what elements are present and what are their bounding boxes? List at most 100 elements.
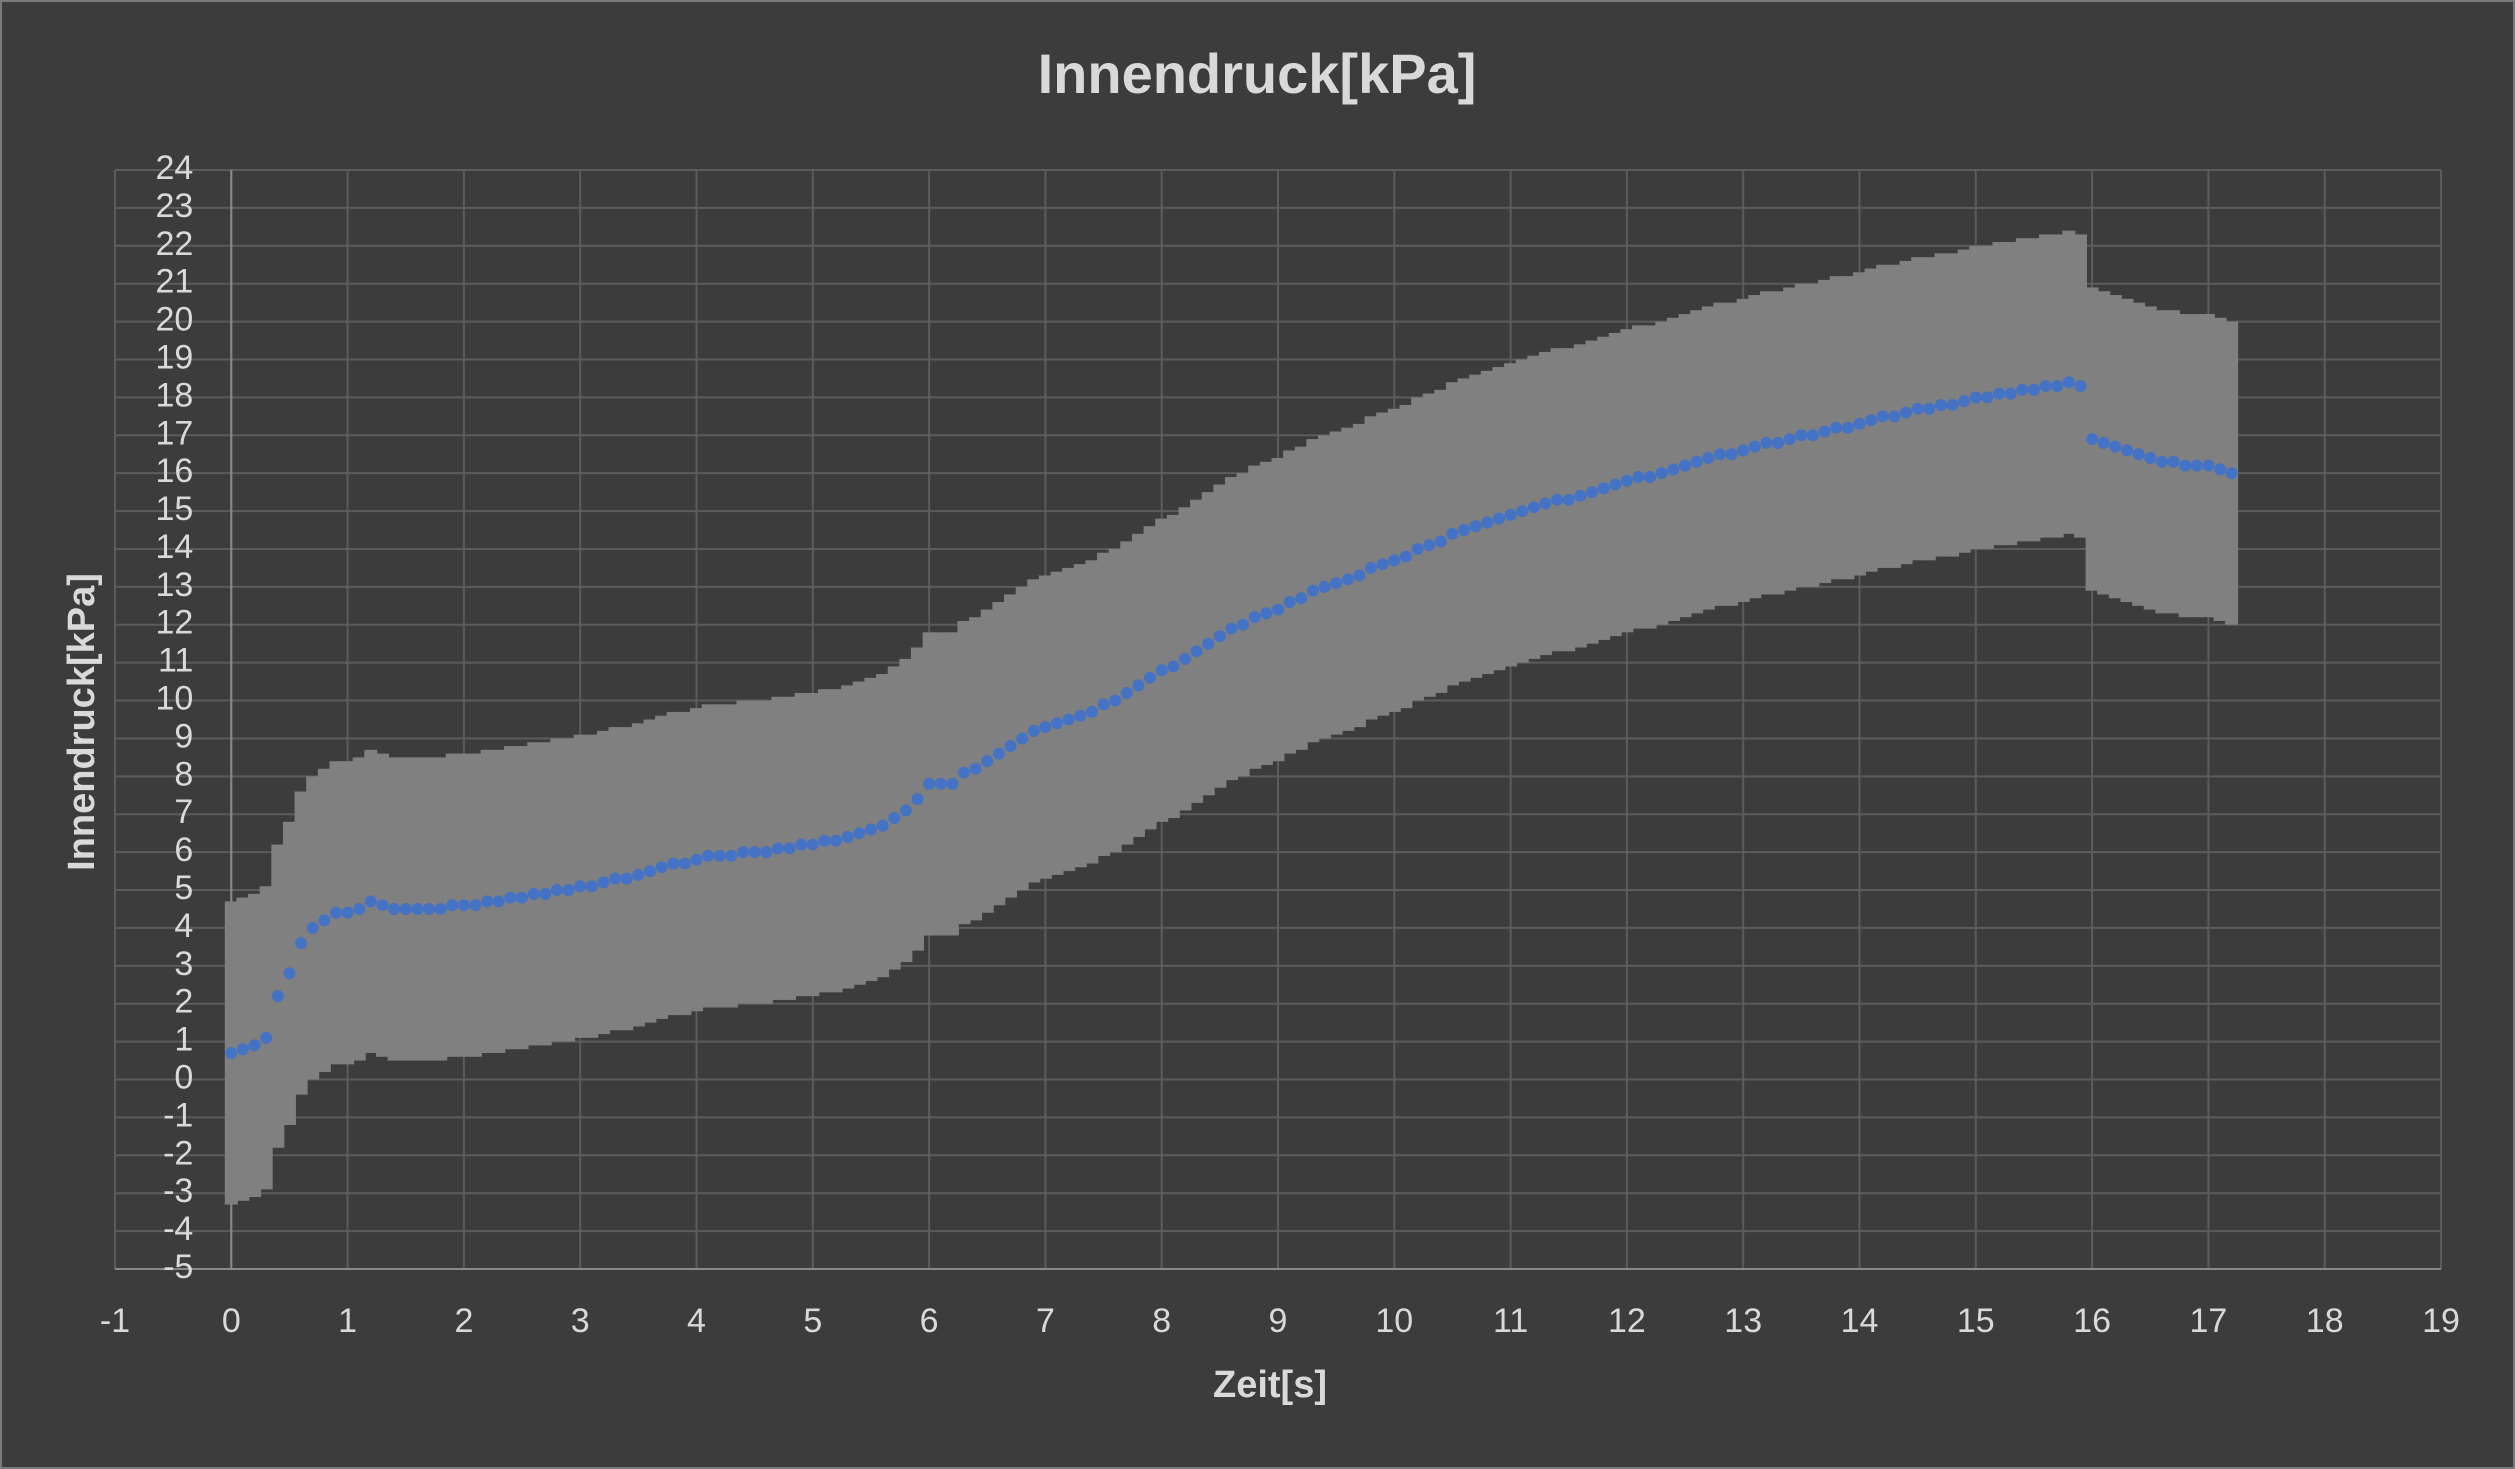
y-tick-label: 6	[174, 831, 193, 869]
data-point	[364, 895, 377, 908]
data-point	[1190, 645, 1203, 658]
y-tick-label: 14	[155, 528, 193, 566]
data-point	[1283, 596, 1296, 609]
y-tick-label: 0	[174, 1059, 193, 1097]
data-point	[504, 891, 517, 904]
data-point	[2109, 440, 2122, 453]
data-point	[981, 755, 994, 768]
data-point	[1051, 717, 1064, 730]
data-point	[1167, 660, 1180, 673]
data-point	[1516, 505, 1529, 518]
data-point	[1272, 603, 1284, 616]
y-tick-label: -1	[163, 1096, 193, 1134]
data-point	[1818, 425, 1831, 438]
data-point	[1248, 611, 1261, 624]
data-point	[1388, 554, 1401, 567]
data-point	[2074, 380, 2087, 393]
data-point	[1074, 709, 1087, 722]
data-point	[1865, 414, 1878, 427]
data-point	[888, 812, 901, 825]
data-point	[271, 990, 284, 1003]
data-point	[1434, 535, 1447, 548]
data-point	[946, 777, 959, 790]
data-point	[2155, 455, 2168, 468]
y-tick-label: -4	[163, 1210, 193, 1248]
data-point	[388, 902, 401, 915]
y-tick-label: 24	[155, 149, 193, 187]
data-point	[1934, 398, 1947, 411]
data-point	[318, 914, 331, 927]
data-point	[911, 793, 924, 806]
data-point	[1213, 630, 1226, 643]
data-point	[492, 895, 505, 908]
data-point	[1376, 558, 1389, 571]
data-point	[1260, 607, 1273, 620]
data-point	[1109, 694, 1122, 707]
data-point	[655, 861, 668, 874]
x-tick-label: 11	[1493, 1302, 1528, 1340]
data-point	[1016, 732, 1029, 745]
data-point	[1295, 592, 1308, 605]
data-point	[1004, 740, 1017, 753]
data-point	[1911, 402, 1924, 415]
data-point	[1725, 448, 1738, 461]
data-point	[516, 891, 529, 904]
data-point	[771, 842, 784, 855]
data-point	[609, 872, 622, 885]
data-point	[632, 868, 645, 881]
data-point	[2004, 387, 2017, 400]
data-point	[1225, 622, 1238, 635]
data-point	[934, 777, 947, 790]
data-point	[1586, 486, 1599, 499]
data-point	[1237, 618, 1250, 631]
y-tick-label: 22	[155, 225, 193, 263]
data-point	[1423, 539, 1436, 552]
y-tick-label: 7	[174, 793, 193, 831]
data-point	[1178, 652, 1191, 665]
data-point	[1039, 721, 1052, 734]
x-axis-title: Zeit[s]	[1213, 1364, 1327, 1406]
data-point	[1609, 478, 1622, 491]
y-tick-label: 12	[155, 604, 193, 642]
data-point	[876, 819, 889, 832]
y-tick-label: 21	[155, 263, 193, 301]
data-point	[1958, 395, 1971, 408]
data-point	[853, 827, 866, 840]
data-point	[748, 846, 761, 859]
x-tick-label: 0	[222, 1302, 241, 1340]
y-tick-label: 8	[174, 755, 193, 793]
y-axis-title: Innendruck[kPa]	[61, 573, 103, 871]
data-point	[1737, 444, 1750, 457]
x-tick-label: 8	[1152, 1302, 1171, 1340]
data-point	[992, 747, 1005, 760]
data-point	[1527, 501, 1540, 514]
data-point	[481, 895, 494, 908]
y-tick-label: 15	[155, 490, 193, 528]
data-point	[260, 1031, 273, 1044]
x-tick-label: 14	[1841, 1302, 1879, 1340]
y-tick-label: 17	[155, 414, 193, 452]
data-point	[1306, 584, 1319, 597]
data-point	[713, 849, 726, 862]
data-point	[760, 846, 773, 859]
data-point	[1458, 524, 1471, 537]
data-point	[2179, 459, 2192, 472]
data-point	[783, 842, 796, 855]
data-point	[1830, 421, 1843, 434]
data-point	[737, 846, 750, 859]
data-point	[341, 906, 354, 919]
x-tick-label: 17	[2189, 1302, 2227, 1340]
y-tick-label: -2	[163, 1134, 193, 1172]
data-point	[1481, 516, 1494, 529]
data-point	[376, 899, 389, 912]
data-point	[399, 902, 412, 915]
data-point	[1318, 580, 1331, 593]
data-point	[423, 902, 436, 915]
y-tick-label: 5	[174, 869, 193, 907]
y-tick-label: 18	[155, 376, 193, 414]
data-point	[643, 865, 656, 878]
x-tick-label: 4	[687, 1302, 706, 1340]
data-point	[1365, 561, 1378, 574]
y-tick-label: 9	[174, 717, 193, 755]
